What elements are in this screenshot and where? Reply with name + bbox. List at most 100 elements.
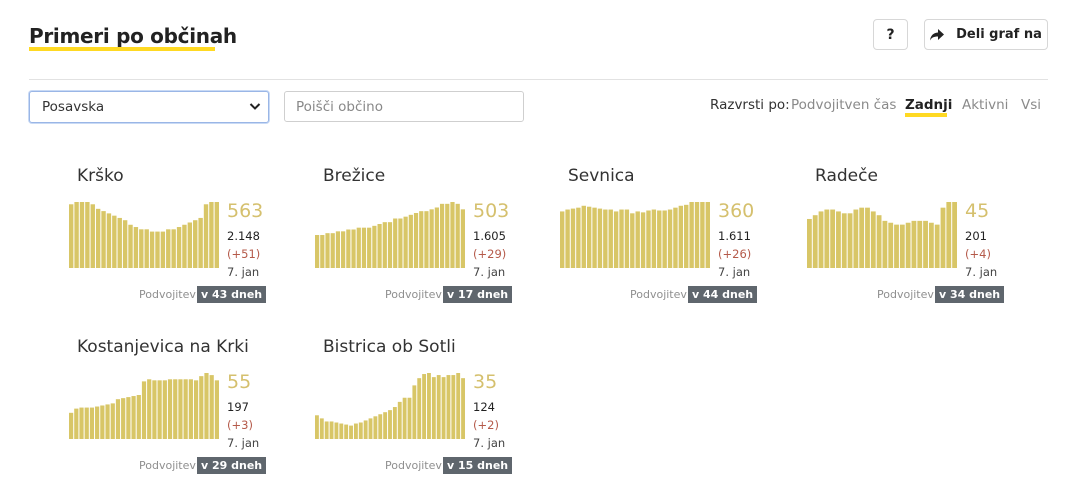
sparkline-bar <box>387 222 393 268</box>
sparkline-bar <box>911 220 917 268</box>
sparkline-bar <box>349 425 353 439</box>
sparkline-bar <box>89 407 95 439</box>
sparkline-bar <box>818 211 824 268</box>
municipality-card[interactable]: Bistrica ob Sotli 35 124 (+2) 7. jan Podvojit… <box>315 337 515 487</box>
sparkline-bar <box>214 380 219 439</box>
sparkline-bar <box>560 211 565 268</box>
doubling-label: Podvojitev <box>385 459 442 472</box>
sparkline-bar <box>101 211 106 268</box>
sparkline-bar <box>694 202 700 268</box>
sparkline-bar <box>870 211 876 268</box>
municipality-card[interactable]: Kostanjevica na Krki 55 197 (+3) 7. jan Podvo… <box>69 337 269 487</box>
sparkline-bar <box>126 397 131 439</box>
sparkline-bar <box>166 229 171 268</box>
sparkline-bar <box>152 380 157 439</box>
sparkline-chart <box>69 202 219 268</box>
chevron-down-icon <box>249 103 261 110</box>
daily-diff: (+3) <box>227 418 253 432</box>
sparkline-bar <box>439 203 445 268</box>
sparkline-bar <box>952 202 957 268</box>
sparkline-bar <box>162 380 167 439</box>
sparkline-bar <box>393 218 398 268</box>
title-underline <box>29 47 215 51</box>
sparkline-bar <box>378 414 383 439</box>
sort-option-doubling[interactable]: Podvojitven čas <box>791 97 897 113</box>
sort-option-latest[interactable]: Zadnji <box>905 97 953 113</box>
sparkline-bar <box>450 202 455 268</box>
sparkline-bar <box>144 229 149 268</box>
total-count: 1.605 <box>473 229 506 243</box>
last-date: 7. jan <box>473 436 506 450</box>
sort-option-all[interactable]: Vsi <box>1021 97 1042 113</box>
sparkline-bar <box>434 207 439 268</box>
active-count: 55 <box>227 371 252 393</box>
sparkline-bar <box>812 215 818 268</box>
sparkline-bar <box>946 202 952 268</box>
sparkline-bar <box>657 210 662 268</box>
sparkline-bar <box>431 377 436 439</box>
sparkline-bar <box>315 235 320 268</box>
header-divider <box>29 79 1048 80</box>
municipality-card[interactable]: Sevnica 360 1.611 (+26) 7. jan Podvojitev v 44… <box>560 166 760 316</box>
sparkline-bar <box>899 224 905 268</box>
sparkline-bar <box>95 208 101 268</box>
municipality-card[interactable]: Krško 563 2.148 (+51) 7. jan Podvojitev v 43 d… <box>69 166 269 316</box>
sparkline-bar <box>859 207 865 268</box>
municipality-name: Kostanjevica na Krki <box>77 337 249 357</box>
share-button[interactable]: Deli graf na <box>924 19 1048 50</box>
sparkline-bar <box>592 207 597 268</box>
sparkline-bar <box>940 207 946 268</box>
municipality-card[interactable]: Brežice 503 1.605 (+29) 7. jan Podvojitev v 17… <box>315 166 515 316</box>
sparkline-bar <box>876 215 882 268</box>
sparkline-bar <box>324 421 329 439</box>
region-select[interactable]: Posavska <box>29 91 269 123</box>
sparkline-bar <box>608 209 613 268</box>
sparkline-bar <box>408 214 413 268</box>
sparkline-bar <box>203 204 209 268</box>
sort-option-active[interactable]: Aktivni <box>962 97 1009 113</box>
municipality-card[interactable]: Radeče 45 201 (+4) 7. jan Podvojitev v 34 dneh <box>807 166 1007 316</box>
sparkline-bar <box>417 378 422 439</box>
active-count: 503 <box>473 200 510 222</box>
sparkline-bar <box>383 412 388 439</box>
sparkline-bar <box>335 231 341 268</box>
sparkline-bar <box>100 405 105 439</box>
sparkline-bar <box>429 209 434 268</box>
sparkline-bar <box>74 202 79 268</box>
active-count: 45 <box>965 200 990 222</box>
municipality-search-input[interactable] <box>284 91 524 122</box>
sparkline-bar <box>358 422 363 439</box>
sparkline-bar <box>412 385 417 439</box>
sparkline-bar <box>662 210 667 268</box>
daily-diff: (+29) <box>473 247 507 261</box>
sparkline-bar <box>597 208 603 268</box>
sparkline-bar <box>865 207 870 268</box>
sparkline-bar <box>141 381 147 439</box>
sparkline-bar <box>344 424 349 439</box>
sparkline-bar <box>85 202 90 268</box>
sparkline-bar <box>167 379 173 439</box>
sparkline-bar <box>367 227 372 268</box>
sparkline-bar <box>841 213 847 268</box>
sparkline-bar <box>330 233 335 268</box>
share-label: Deli graf na <box>956 27 1042 42</box>
sort-label: Razvrsti po: <box>710 97 790 113</box>
sparkline-bar <box>446 375 451 439</box>
sparkline-bar <box>424 211 429 268</box>
sparkline-bar <box>84 407 89 439</box>
daily-diff: (+4) <box>965 247 991 261</box>
sparkline-bar <box>667 209 673 268</box>
region-select-value: Posavska <box>42 99 105 115</box>
share-arrow-icon <box>930 28 945 40</box>
sparkline-bar <box>106 213 112 268</box>
sparkline-bar <box>198 217 203 268</box>
active-count: 35 <box>473 371 498 393</box>
sparkline-bar <box>188 379 193 439</box>
sparkline-bar <box>155 231 160 268</box>
help-label: ? <box>886 26 895 43</box>
sparkline-bar <box>586 206 592 268</box>
sparkline-bar <box>160 231 166 268</box>
help-button[interactable]: ? <box>873 19 908 50</box>
sparkline-bar <box>329 421 334 439</box>
sparkline-bar <box>461 378 465 439</box>
